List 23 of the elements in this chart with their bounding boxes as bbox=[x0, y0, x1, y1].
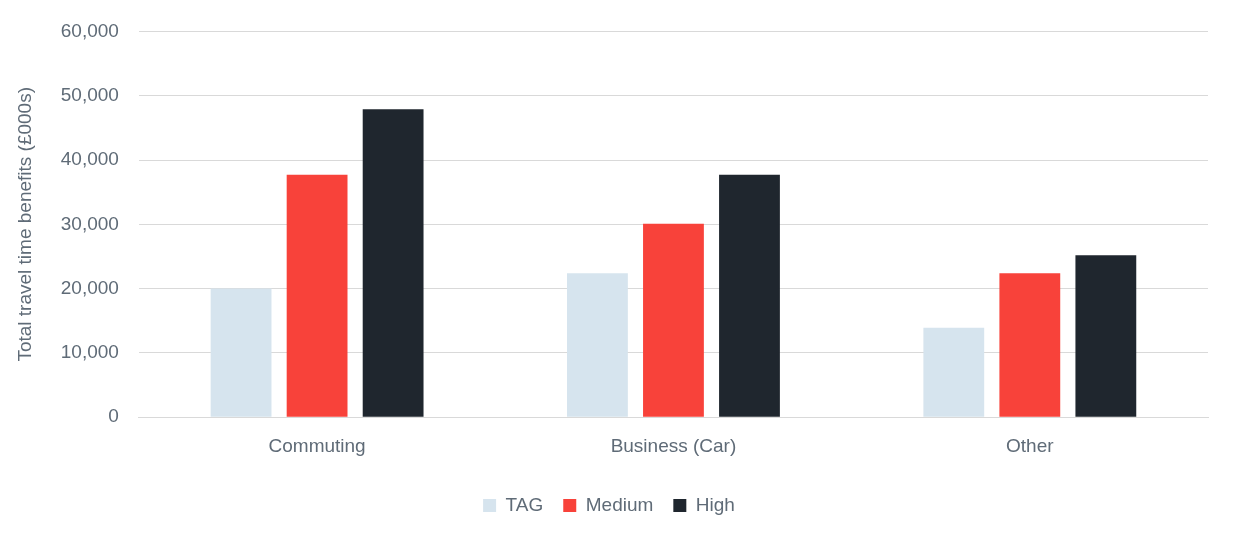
y-tick-label: 30,000 bbox=[60, 212, 119, 234]
x-tick-label: Commuting bbox=[268, 434, 366, 456]
x-tick-label: Other bbox=[1006, 434, 1055, 456]
bar bbox=[643, 223, 704, 417]
bar bbox=[286, 174, 348, 417]
x-tick-label: Business (Car) bbox=[610, 434, 737, 456]
bar bbox=[362, 109, 424, 417]
legend-label: TAG bbox=[505, 493, 544, 515]
legend-label: High bbox=[695, 493, 735, 515]
bar bbox=[719, 174, 780, 417]
y-tick-label: 10,000 bbox=[60, 341, 119, 363]
y-axis-title: Total travel time benefits (£000s) bbox=[13, 87, 35, 362]
bar bbox=[567, 273, 628, 417]
bar bbox=[923, 327, 985, 417]
y-tick-label: 40,000 bbox=[60, 148, 119, 170]
y-tick-label: 50,000 bbox=[60, 83, 119, 105]
bar bbox=[999, 273, 1061, 417]
legend-label: Medium bbox=[585, 493, 654, 515]
y-tick-label: 20,000 bbox=[60, 276, 119, 298]
y-tick-label: 0 bbox=[108, 405, 119, 427]
bar bbox=[210, 288, 272, 417]
bar bbox=[1075, 255, 1137, 417]
y-tick-label: 60,000 bbox=[60, 19, 119, 41]
